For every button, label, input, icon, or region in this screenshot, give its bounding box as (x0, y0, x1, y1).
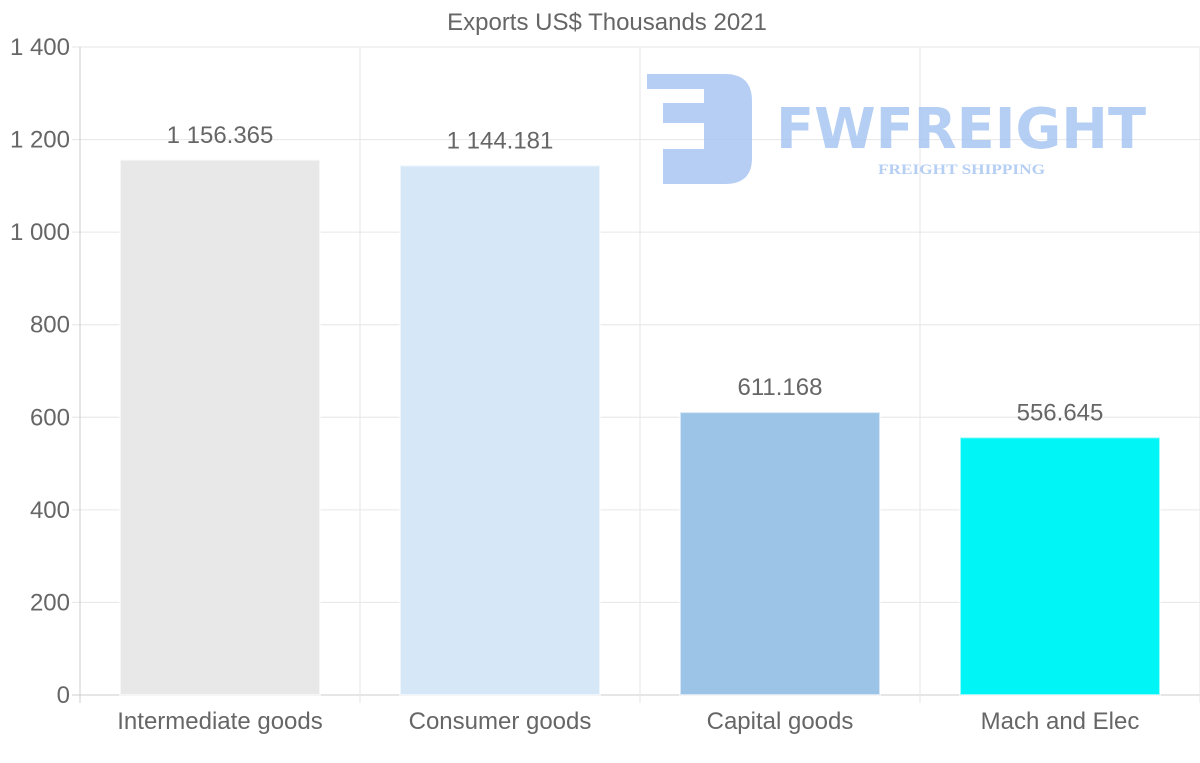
y-tick-label: 600 (30, 404, 70, 431)
x-tick-label: Consumer goods (409, 708, 592, 735)
logo-brand-text: FWFREIGHT (776, 97, 1146, 162)
x-tick-label: Mach and Elec (981, 708, 1140, 735)
y-tick-label: 200 (30, 589, 70, 616)
data-label: 1 144.181 (447, 127, 554, 154)
y-tick-label: 800 (30, 312, 70, 339)
y-tick-label: 1 400 (10, 34, 70, 61)
x-axis: Intermediate goods Consumer goods Capital … (117, 708, 1139, 735)
bar (959, 436, 1161, 696)
y-tick-label: 0 (57, 682, 70, 709)
fwfreight-watermark-logo: FWFREIGHT FREIGHT SHIPPING (647, 74, 1146, 184)
y-tick-label: 400 (30, 497, 70, 524)
y-tick-label: 1 000 (10, 219, 70, 246)
logo-mark-icon (647, 74, 752, 184)
y-axis: 0 200 400 600 800 1 000 1 200 1 400 (10, 34, 70, 709)
bar (119, 158, 321, 697)
data-labels: 1 156.365 1 144.181 611.168 556.645 (167, 122, 1104, 427)
bar (399, 164, 601, 696)
bar (679, 411, 881, 696)
chart-title: Exports US$ Thousands 2021 (447, 9, 767, 36)
y-tick-label: 1 200 (10, 127, 70, 154)
x-tick-label: Intermediate goods (117, 708, 322, 735)
data-label: 611.168 (738, 374, 823, 401)
data-label: 556.645 (1017, 399, 1104, 426)
x-tick-label: Capital goods (707, 708, 854, 735)
data-label: 1 156.365 (167, 122, 274, 149)
logo-tagline-text: FREIGHT SHIPPING (878, 162, 1045, 178)
bars (119, 158, 1161, 697)
